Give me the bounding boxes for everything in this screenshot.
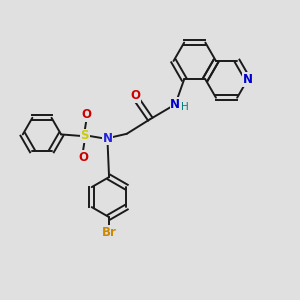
Text: O: O: [78, 151, 88, 164]
Text: H: H: [181, 102, 189, 112]
Text: O: O: [81, 108, 91, 121]
Text: N: N: [103, 132, 112, 145]
Text: S: S: [80, 129, 89, 142]
Text: N: N: [170, 98, 180, 111]
Text: O: O: [130, 89, 141, 102]
Text: N: N: [243, 73, 253, 86]
Text: Br: Br: [102, 226, 116, 239]
